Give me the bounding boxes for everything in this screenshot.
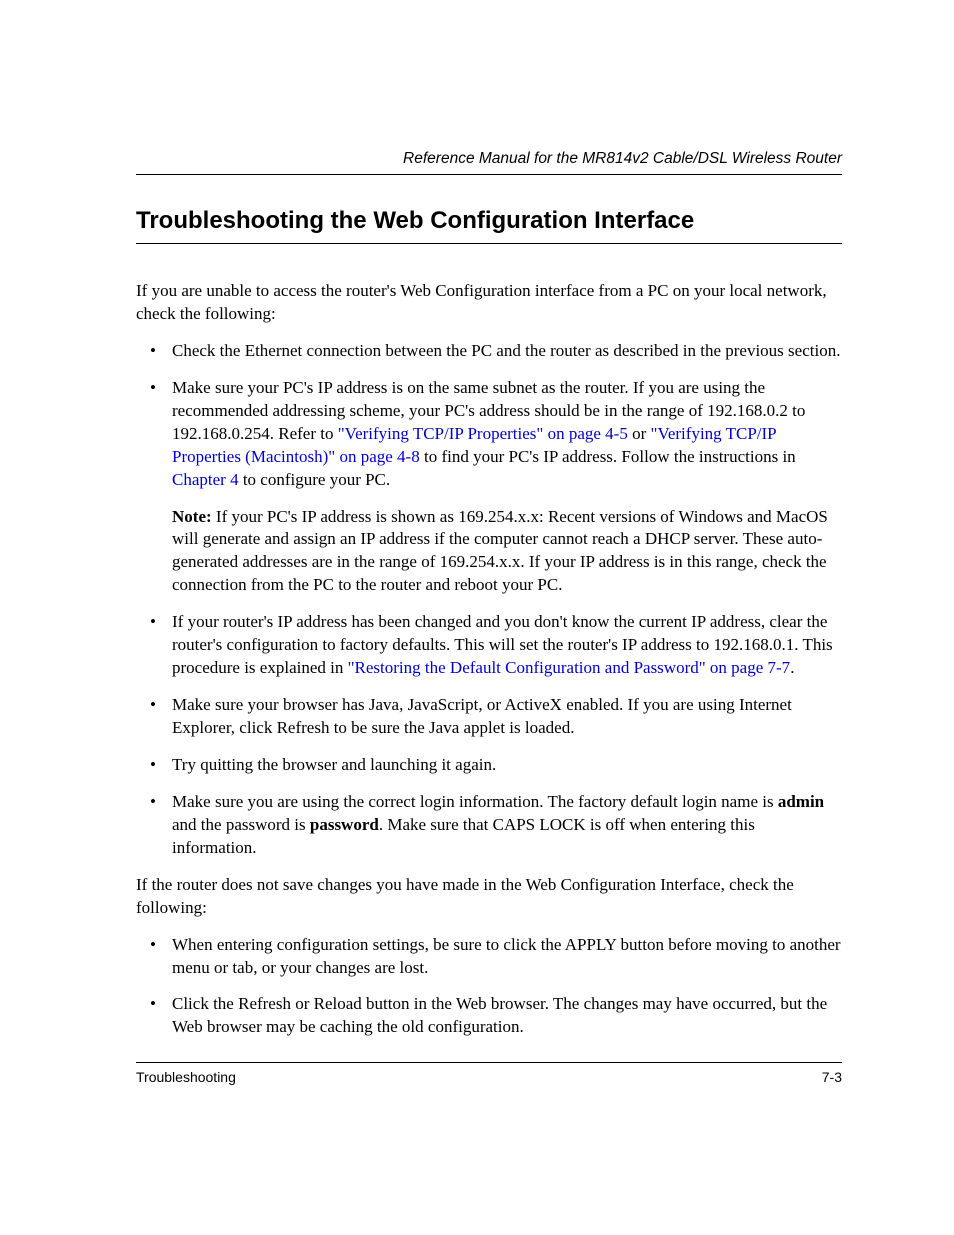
list-item: Try quitting the browser and launching i… xyxy=(136,754,842,777)
list-item: Click the Refresh or Reload button in th… xyxy=(136,993,842,1039)
cross-reference-link[interactable]: Chapter 4 xyxy=(172,470,239,489)
list-item-text: Try quitting the browser and launching i… xyxy=(172,755,496,774)
list-item-text: When entering configuration settings, be… xyxy=(172,935,841,977)
note-text: If your PC's IP address is shown as 169.… xyxy=(172,507,828,595)
list-item: Make sure you are using the correct logi… xyxy=(136,791,842,860)
list-item-text: and the password is xyxy=(172,815,310,834)
intro-paragraph-1: If you are unable to access the router's… xyxy=(136,280,842,326)
list-item: Check the Ethernet connection between th… xyxy=(136,340,842,363)
list-item-text: to configure your PC. xyxy=(239,470,391,489)
list-item-text: Click the Refresh or Reload button in th… xyxy=(172,994,827,1036)
list-item: When entering configuration settings, be… xyxy=(136,934,842,980)
footer-chapter: Troubleshooting xyxy=(136,1069,236,1085)
list-item-text: . xyxy=(790,658,794,677)
bullet-list-2: When entering configuration settings, be… xyxy=(136,934,842,1040)
list-item: Make sure your PC's IP address is on the… xyxy=(136,377,842,597)
bold-text: password xyxy=(310,815,379,834)
bold-text: admin xyxy=(778,792,824,811)
list-item-text: or xyxy=(628,424,651,443)
body-content: If you are unable to access the router's… xyxy=(136,280,842,1039)
list-item-text: Make sure your browser has Java, JavaScr… xyxy=(172,695,792,737)
list-item-text: Make sure you are using the correct logi… xyxy=(172,792,778,811)
note-label: Note: xyxy=(172,507,212,526)
page: Reference Manual for the MR814v2 Cable/D… xyxy=(0,0,954,1235)
list-item-text: to find your PC's IP address. Follow the… xyxy=(420,447,796,466)
list-item-text: Check the Ethernet connection between th… xyxy=(172,341,840,360)
bullet-list-1: Check the Ethernet connection between th… xyxy=(136,340,842,860)
section-title: Troubleshooting the Web Configuration In… xyxy=(136,207,842,244)
note-block: Note: If your PC's IP address is shown a… xyxy=(172,506,842,598)
page-footer: Troubleshooting 7-3 xyxy=(136,1062,842,1085)
cross-reference-link[interactable]: "Verifying TCP/IP Properties" on page 4-… xyxy=(338,424,628,443)
cross-reference-link[interactable]: "Restoring the Default Configuration and… xyxy=(348,658,791,677)
intro-paragraph-2: If the router does not save changes you … xyxy=(136,874,842,920)
list-item: Make sure your browser has Java, JavaScr… xyxy=(136,694,842,740)
running-header: Reference Manual for the MR814v2 Cable/D… xyxy=(136,150,842,175)
list-item: If your router's IP address has been cha… xyxy=(136,611,842,680)
footer-page-number: 7-3 xyxy=(822,1069,842,1085)
